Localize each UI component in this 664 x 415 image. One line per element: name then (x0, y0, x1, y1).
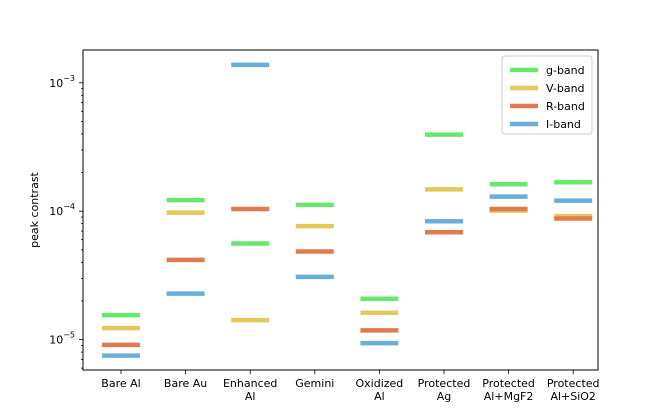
plot-frame (82, 49, 599, 371)
y-tick-label: 10−4 (49, 202, 75, 218)
x-tick-label: Ag (437, 390, 452, 403)
x-tick-label: Oxidized (356, 377, 404, 390)
y-tick-exponent: −3 (63, 74, 75, 83)
x-tick-label: Gemini (295, 377, 334, 390)
legend-box (501, 55, 593, 135)
x-tick-label: Enhanced (223, 377, 277, 390)
x-tick-label: Protected (547, 377, 600, 390)
plot-marks (102, 62, 593, 358)
y-tick-base: 10 (49, 205, 63, 218)
legend-label-g-band: g-band (546, 64, 585, 77)
x-tick-label: Al (374, 390, 385, 403)
legend-label-R-band: R-band (546, 100, 585, 113)
y-tick-base: 10 (49, 334, 63, 347)
x-tick-label: Al+SiO2 (550, 390, 596, 403)
x-tick-label: Bare Al (101, 377, 140, 390)
y-tick-exponent: −5 (63, 331, 75, 340)
y-tick-label: 10−3 (49, 74, 75, 90)
y-tick-base: 10 (49, 77, 63, 90)
y-axis: 10−510−410−3 (49, 74, 83, 369)
legend: g-band V-band R-band I-band (501, 55, 593, 135)
y-tick-exponent: −4 (63, 202, 75, 211)
legend-label-I-band: I-band (546, 118, 581, 131)
x-tick-label: Al (245, 390, 256, 403)
y-axis-label: peak contrast (28, 171, 41, 247)
legend-label-V-band: V-band (546, 82, 585, 95)
x-tick-label: Al+MgF2 (484, 390, 534, 403)
y-tick-label: 10−5 (49, 331, 75, 347)
x-tick-label: Protected (418, 377, 471, 390)
x-tick-label: Protected (482, 377, 535, 390)
x-tick-label: Bare Au (164, 377, 207, 390)
